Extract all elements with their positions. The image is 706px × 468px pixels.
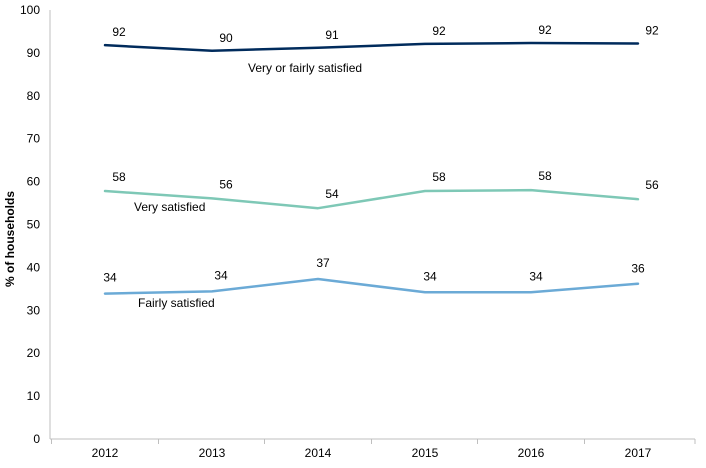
y-tick-label: 50: [27, 218, 41, 232]
y-tick-label: 20: [27, 346, 41, 360]
y-axis-title: % of households: [3, 191, 17, 287]
y-tick-label: 10: [27, 389, 41, 403]
x-tick-label: 2013: [199, 446, 226, 460]
data-label: 58: [112, 170, 126, 184]
y-axis: 0 10 20 30 40 50 60 70 80 90 100: [20, 3, 51, 446]
series-layer: 92 90 91 92 92 92 Very or fairly satisfied 58 56…: [103, 23, 659, 310]
data-label: 90: [219, 31, 233, 45]
y-tick-label: 70: [27, 132, 41, 146]
y-tick-label: 0: [33, 432, 40, 446]
series-label-fairly-satisfied: Fairly satisfied: [138, 296, 215, 310]
series-label-very-satisfied: Very satisfied: [134, 200, 205, 214]
data-label: 91: [325, 28, 339, 42]
data-label: 92: [112, 25, 126, 39]
data-label: 58: [538, 169, 552, 183]
series-line-fairly-satisfied: [103, 277, 640, 295]
x-axis: 2012 2013 2014 2015 2016 2017: [50, 438, 696, 460]
y-tick-label: 90: [27, 46, 41, 60]
y-tick-label: 30: [27, 303, 41, 317]
data-label: 92: [645, 23, 659, 37]
x-tick-label: 2016: [518, 446, 545, 460]
data-label: 58: [432, 170, 446, 184]
series-line-very-satisfied: [103, 188, 640, 210]
y-tick-label: 100: [20, 3, 40, 17]
series-very-or-fairly-satisfied: 92 90 91 92 92 92 Very or fairly satisfied: [103, 23, 659, 75]
data-label: 56: [645, 178, 659, 192]
series-fairly-satisfied: 34 34 37 34 34 36 Fairly satisfied: [103, 256, 645, 310]
series-very-satisfied: 58 56 54 58 58 56 Very satisfied: [103, 169, 659, 214]
series-label-very-or-fairly-satisfied: Very or fairly satisfied: [248, 61, 362, 75]
data-label: 54: [325, 187, 339, 201]
x-tick-label: 2017: [625, 446, 652, 460]
y-tick-label: 80: [27, 89, 41, 103]
data-label: 34: [103, 271, 117, 285]
data-label: 92: [538, 23, 552, 37]
data-label: 37: [316, 256, 330, 270]
y-tick-label: 60: [27, 175, 41, 189]
data-label: 34: [529, 269, 543, 283]
x-tick-label: 2014: [305, 446, 332, 460]
data-label: 34: [423, 269, 437, 283]
x-tick-label: 2012: [92, 446, 119, 460]
x-tick-label: 2015: [412, 446, 439, 460]
data-label: 34: [214, 268, 228, 282]
series-line-very-or-fairly-satisfied: [103, 41, 640, 52]
data-label: 56: [219, 177, 233, 191]
y-tick-label: 40: [27, 260, 41, 274]
data-label: 92: [432, 24, 446, 38]
data-label: 36: [631, 262, 645, 276]
